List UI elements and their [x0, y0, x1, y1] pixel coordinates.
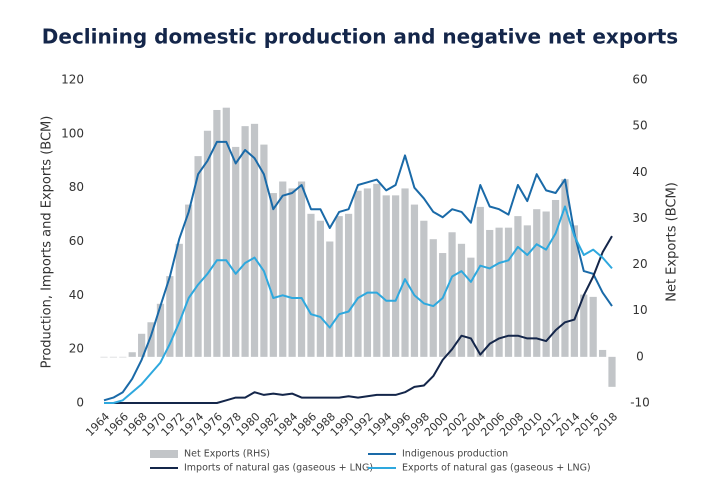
bar	[128, 352, 136, 357]
legend-label: Imports of natural gas (gaseous + LNG)	[184, 463, 373, 474]
legend-label: Net Exports (RHS)	[184, 449, 270, 460]
bar	[354, 190, 362, 357]
y2-tick-label: 30	[632, 211, 647, 225]
bar	[260, 144, 268, 357]
bar	[194, 156, 202, 357]
y2-tick-label: -10	[630, 396, 650, 410]
bar	[109, 356, 118, 358]
bar	[203, 130, 212, 357]
line	[104, 205, 613, 404]
y-tick-label: 0	[76, 396, 84, 410]
bar	[439, 253, 447, 357]
line	[103, 140, 613, 402]
bar	[401, 188, 409, 357]
bar	[288, 188, 296, 357]
y2-axis-title: Net Exports (BCM)	[665, 182, 680, 302]
bar	[175, 243, 183, 357]
bar	[147, 322, 155, 357]
bar	[335, 216, 343, 357]
bar	[561, 179, 569, 357]
y-tick-label: 60	[69, 234, 84, 248]
bar	[316, 220, 324, 357]
y2-tick-label: 60	[632, 73, 647, 87]
bar	[138, 333, 146, 357]
y2-tick-label: 0	[636, 349, 644, 363]
y-tick-label: 80	[69, 180, 84, 194]
bar	[533, 209, 541, 357]
bar	[307, 213, 315, 357]
bar	[222, 107, 230, 357]
bar	[514, 216, 522, 357]
bar	[448, 232, 456, 357]
bar	[232, 146, 240, 357]
bar	[467, 257, 475, 357]
bar	[297, 181, 306, 357]
bar	[373, 183, 381, 357]
bar	[420, 220, 428, 357]
bar	[523, 225, 531, 357]
bar	[570, 225, 578, 357]
bar	[119, 356, 127, 358]
bar	[429, 239, 437, 357]
bar	[392, 195, 400, 357]
bar	[166, 276, 174, 357]
y-tick-label: 120	[61, 73, 84, 87]
bar	[269, 193, 277, 357]
bar	[495, 227, 503, 357]
legend-swatch	[150, 450, 178, 458]
y2-tick-label: 40	[632, 165, 647, 179]
y-tick-label: 40	[69, 288, 84, 302]
bar	[213, 109, 221, 357]
bar	[589, 296, 597, 357]
bar	[580, 294, 588, 357]
legend-label: Indigenous production	[402, 449, 508, 460]
bar	[156, 303, 165, 357]
bar	[363, 188, 372, 357]
bar	[326, 241, 334, 357]
y2-tick-label: 10	[632, 303, 647, 317]
bar	[100, 356, 108, 358]
bar	[457, 243, 466, 357]
y-axis-title: Production, Imports and Exports (BCM)	[40, 116, 55, 369]
line	[104, 235, 613, 404]
bar	[382, 195, 390, 357]
y2-tick-label: 20	[632, 257, 647, 271]
bar	[504, 227, 513, 357]
bar	[486, 229, 494, 357]
bar	[542, 211, 550, 357]
bar	[598, 349, 607, 357]
y-tick-label: 20	[69, 342, 84, 356]
bar	[250, 123, 259, 357]
bar	[279, 181, 287, 357]
y2-tick-label: 50	[632, 119, 647, 133]
legend-label: Exports of natural gas (gaseous + LNG)	[402, 463, 591, 474]
bar	[476, 206, 484, 357]
bar	[344, 213, 353, 357]
y-tick-label: 100	[61, 126, 84, 140]
bar	[551, 199, 560, 357]
chart-title: Declining domestic production and negati…	[42, 25, 678, 49]
bar	[410, 204, 419, 357]
bar	[185, 204, 193, 357]
bar	[608, 356, 616, 387]
bar	[241, 126, 249, 357]
